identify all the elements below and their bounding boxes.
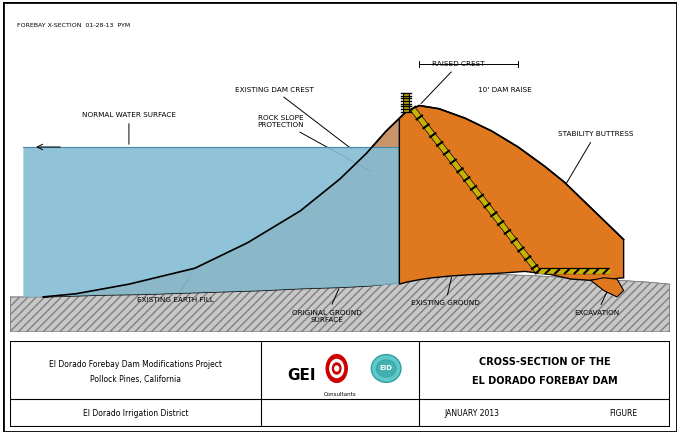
Text: EL DORADO FOREBAY DAM: EL DORADO FOREBAY DAM xyxy=(472,376,617,387)
Text: INTERNAL DRAIN: INTERNAL DRAIN xyxy=(419,157,481,189)
Polygon shape xyxy=(10,273,670,332)
Text: STABILITY BUTTRESS: STABILITY BUTTRESS xyxy=(558,131,633,196)
Ellipse shape xyxy=(371,355,401,382)
Text: JANUARY 2013: JANUARY 2013 xyxy=(445,409,499,418)
Text: EXCAVATION: EXCAVATION xyxy=(575,287,620,316)
Circle shape xyxy=(330,359,343,378)
Circle shape xyxy=(326,355,347,382)
Text: FOREBAY X-SECTION  01-28-13  PYM: FOREBAY X-SECTION 01-28-13 PYM xyxy=(17,23,130,28)
Polygon shape xyxy=(399,105,624,284)
Text: El Dorado Forebay Dam Modifications Project: El Dorado Forebay Dam Modifications Proj… xyxy=(49,361,222,369)
Text: EXISTING EARTH FILL: EXISTING EARTH FILL xyxy=(137,270,214,303)
Polygon shape xyxy=(43,112,406,297)
Text: Pollock Pines, California: Pollock Pines, California xyxy=(90,375,181,384)
Text: EXISTING GROUND: EXISTING GROUND xyxy=(411,277,480,306)
Text: Consultants: Consultants xyxy=(324,392,356,397)
Text: GEI: GEI xyxy=(287,368,316,383)
Text: EXISTING DAM CREST: EXISTING DAM CREST xyxy=(235,86,351,148)
Polygon shape xyxy=(23,147,399,297)
Text: ROCK SLOPE
PROTECTION: ROCK SLOPE PROTECTION xyxy=(257,115,371,171)
Polygon shape xyxy=(591,278,624,297)
Text: NORMAL WATER SURFACE: NORMAL WATER SURFACE xyxy=(82,112,176,144)
Text: FIGURE: FIGURE xyxy=(609,409,638,418)
Ellipse shape xyxy=(376,360,396,377)
Text: CROSS-SECTION OF THE: CROSS-SECTION OF THE xyxy=(479,357,610,368)
Text: RAISED CREST: RAISED CREST xyxy=(421,61,485,104)
Circle shape xyxy=(333,363,341,374)
Text: 10' DAM RAISE: 10' DAM RAISE xyxy=(478,86,532,92)
Text: EID: EID xyxy=(379,365,392,372)
Text: El Dorado Irrigation District: El Dorado Irrigation District xyxy=(83,409,188,418)
Circle shape xyxy=(335,366,339,371)
Text: ORIGINAL GROUND
SURFACE: ORIGINAL GROUND SURFACE xyxy=(292,289,362,322)
